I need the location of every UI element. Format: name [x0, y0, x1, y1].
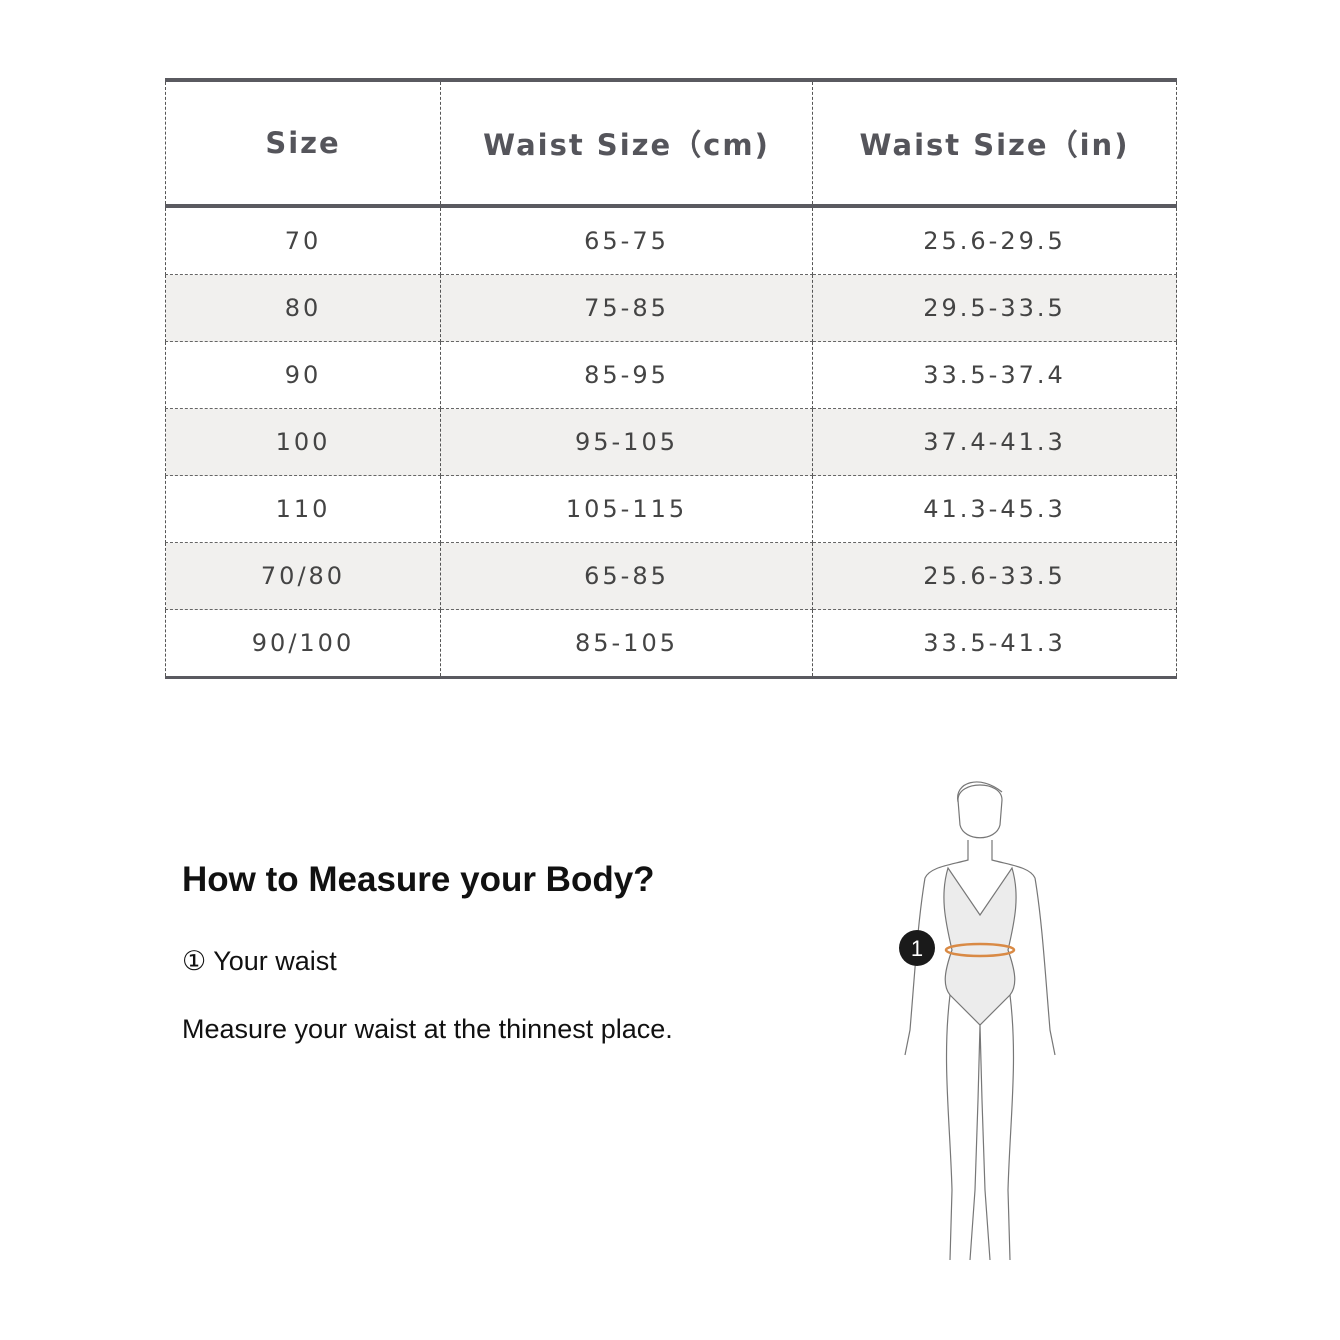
- table-row: 90 85-95 33.5-37.4: [165, 341, 1177, 409]
- size-chart-table: Size Waist Size（cm) Waist Size（in) 70 65-…: [165, 78, 1177, 679]
- waist-in-cell: 25.6-33.5: [812, 542, 1177, 610]
- waist-in-cell: 33.5-41.3: [812, 609, 1177, 679]
- head: [957, 784, 1003, 839]
- waist-cm-cell: 95-105: [440, 408, 813, 476]
- table-row: 90/100 85-105 33.5-41.3: [165, 609, 1177, 679]
- waist-cm-cell: 85-105: [440, 609, 813, 679]
- size-cell: 100: [165, 408, 441, 476]
- step-number: ①: [182, 946, 207, 976]
- size-cell: 110: [165, 475, 441, 543]
- size-cell: 90/100: [165, 609, 441, 679]
- waist-in-cell: 33.5-37.4: [812, 341, 1177, 409]
- waist-in-cell: 41.3-45.3: [812, 475, 1177, 543]
- figure-marker-number: 1: [911, 936, 923, 961]
- table-row: 80 75-85 29.5-33.5: [165, 274, 1177, 342]
- size-cell: 90: [165, 341, 441, 409]
- header-waist-in: Waist Size（in): [812, 80, 1177, 206]
- step-label: ① Your waist: [182, 946, 337, 977]
- waist-cm-cell: 105-115: [440, 475, 813, 543]
- waist-cm-cell: 65-75: [440, 206, 813, 275]
- size-cell: 80: [165, 274, 441, 342]
- table-header-row: Size Waist Size（cm) Waist Size（in): [165, 80, 1177, 206]
- table-row: 100 95-105 37.4-41.3: [165, 408, 1177, 476]
- legs: [945, 994, 1015, 1261]
- marker-circle: [899, 930, 935, 966]
- table-row: 70/80 65-85 25.6-33.5: [165, 542, 1177, 610]
- body-figure-illustration: 1: [899, 781, 1056, 1261]
- waist-cm-cell: 75-85: [440, 274, 813, 342]
- size-cell: 70: [165, 206, 441, 275]
- waist-in-cell: 29.5-33.5: [812, 274, 1177, 342]
- table-row: 110 105-115 41.3-45.3: [165, 475, 1177, 543]
- size-cell: 70/80: [165, 542, 441, 610]
- step-description: Measure your waist at the thinnest place…: [182, 1014, 673, 1044]
- waist-cm-cell: 85-95: [440, 341, 813, 409]
- header-waist-cm: Waist Size（cm): [440, 80, 813, 206]
- waist-in-cell: 25.6-29.5: [812, 206, 1177, 275]
- hair: [957, 781, 1003, 803]
- guide-title: How to Measure your Body?: [182, 860, 655, 899]
- waist-cm-cell: 65-85: [440, 542, 813, 610]
- header-size: Size: [165, 80, 441, 206]
- table-row: 70 65-75 25.6-29.5: [165, 206, 1177, 275]
- waist-in-cell: 37.4-41.3: [812, 408, 1177, 476]
- waist-measure-line: [944, 942, 1016, 958]
- neck-shoulders: [924, 840, 1036, 879]
- step-text: Your waist: [213, 946, 337, 976]
